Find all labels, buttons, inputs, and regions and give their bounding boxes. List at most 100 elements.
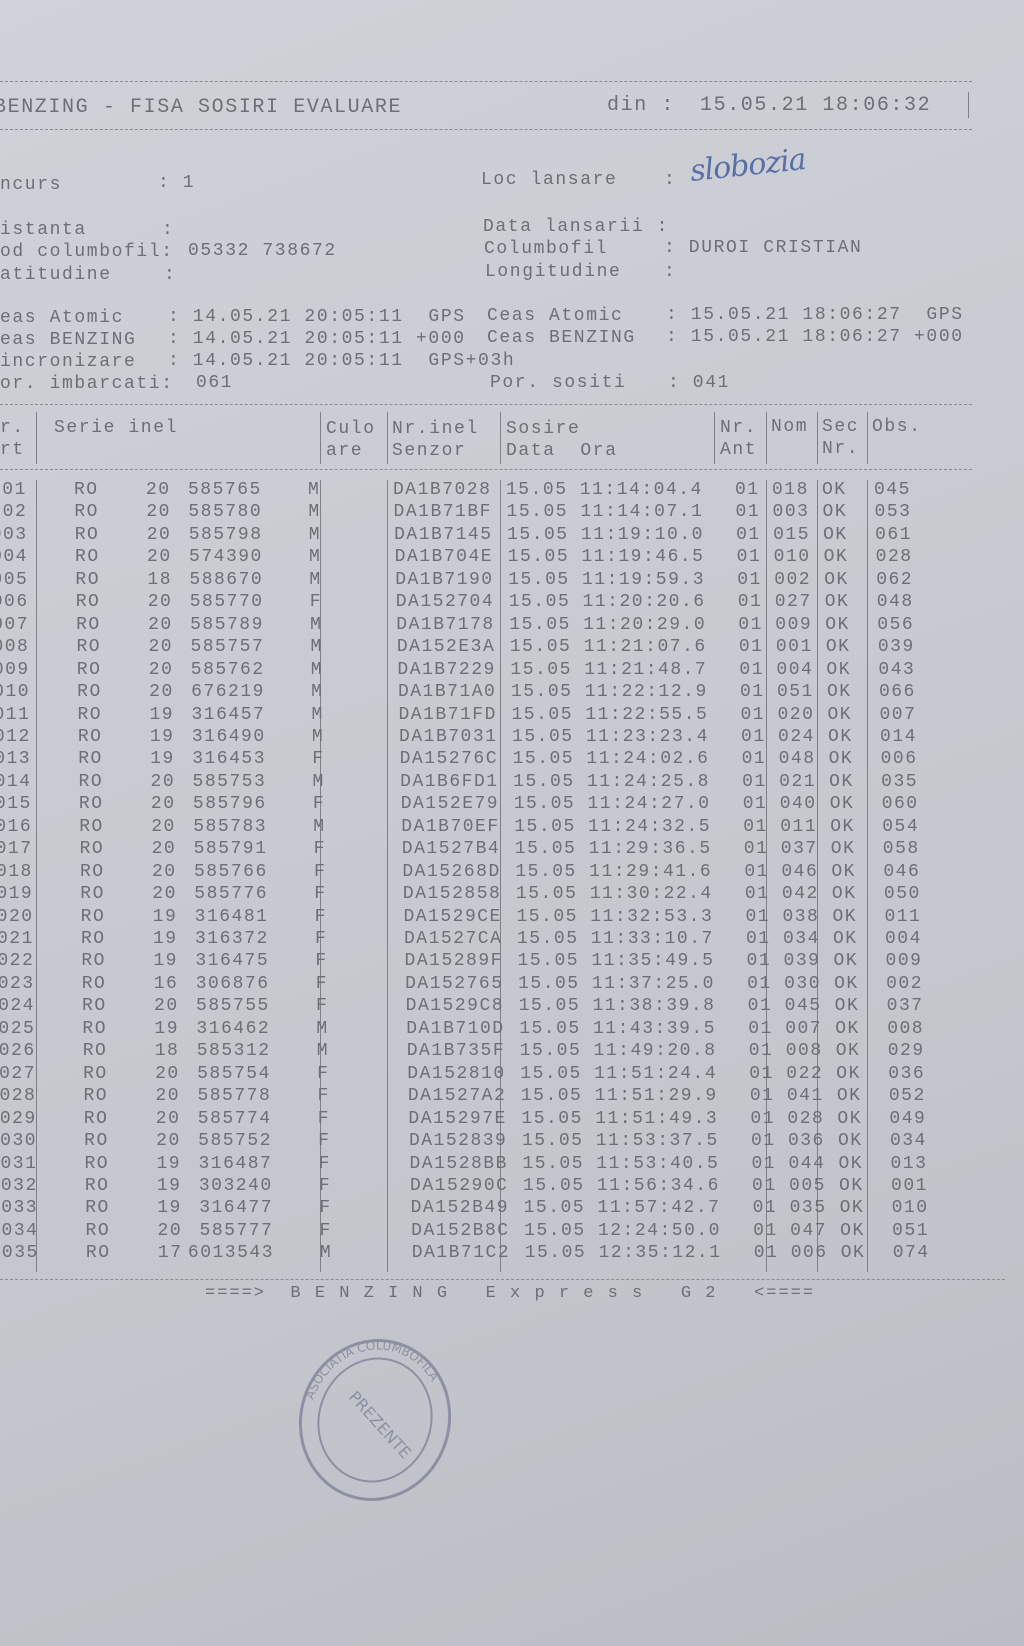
cell-sex: F bbox=[318, 1175, 332, 1196]
column-rule bbox=[36, 480, 37, 1272]
concurs-value: : 1 bbox=[158, 173, 196, 193]
cell-sex: F bbox=[315, 951, 328, 972]
cell-obs: 054 bbox=[882, 816, 920, 837]
cell-nr: 011 bbox=[0, 704, 31, 725]
cell-sensor: DA152B49 bbox=[410, 1198, 510, 1219]
cell-obs: 050 bbox=[883, 884, 921, 905]
cell-ring: 585780 bbox=[188, 502, 263, 523]
cell-sensor: DA1B7145 bbox=[394, 524, 493, 545]
cell-sex: M bbox=[308, 524, 321, 545]
cell-nr: 025 bbox=[0, 1018, 36, 1039]
cell-ring: 6013543 bbox=[187, 1243, 275, 1264]
cell-arrival: 15.05 11:19:59.3 bbox=[508, 569, 706, 590]
cell-antenna: 01 bbox=[748, 1018, 773, 1039]
cell-nr: 019 bbox=[0, 884, 34, 905]
cell-obs: 049 bbox=[889, 1108, 927, 1129]
cell-sensor: DA1529C8 bbox=[405, 996, 505, 1017]
col-nom-header: Nom bbox=[771, 417, 809, 437]
cell-sec: OK bbox=[824, 569, 849, 590]
cell-sensor: DA1527CA bbox=[404, 929, 503, 949]
cell-nom: 015 bbox=[773, 524, 810, 545]
cell-antenna: 01 bbox=[744, 861, 769, 882]
cell-antenna: 01 bbox=[742, 794, 768, 815]
cell-sec: OK bbox=[835, 1041, 861, 1062]
cell-sensor: DA1B7178 bbox=[396, 614, 495, 635]
cell-arrival: 15.05 11:29:36.5 bbox=[514, 839, 712, 860]
column-rule bbox=[867, 480, 868, 1272]
cell-sensor: DA152B8C bbox=[411, 1220, 510, 1241]
cell-ring: 316490 bbox=[191, 726, 266, 747]
cell-sensor: DA1528BB bbox=[409, 1153, 508, 1174]
cell-country: RO bbox=[78, 749, 103, 770]
cell-nom: 048 bbox=[778, 749, 816, 770]
sincronizare-value: : 14.05.21 20:05:11 GPS+03h bbox=[168, 351, 516, 371]
cell-antenna: 01 bbox=[736, 547, 762, 568]
distanta-label: istanta bbox=[0, 220, 87, 240]
cell-sec: OK bbox=[840, 1243, 866, 1264]
cell-arrival: 15.05 11:22:12.9 bbox=[510, 682, 708, 703]
cell-ring: 585755 bbox=[196, 996, 270, 1017]
cell-ring: 574390 bbox=[189, 547, 263, 568]
cell-country: RO bbox=[80, 884, 105, 905]
cell-year: 20 bbox=[155, 1086, 181, 1107]
cell-arrival: 15.05 12:35:12.1 bbox=[524, 1243, 722, 1264]
cell-country: RO bbox=[84, 1131, 109, 1152]
cell-country: RO bbox=[77, 726, 103, 747]
cell-sensor: DA15289F bbox=[404, 951, 503, 972]
latitudine-value: : bbox=[164, 265, 177, 285]
cell-obs: 035 bbox=[881, 771, 919, 792]
cell-nom: 006 bbox=[790, 1243, 828, 1264]
cell-ring: 585776 bbox=[194, 884, 269, 905]
cell-obs: 062 bbox=[876, 569, 914, 590]
cell-nr: 033 bbox=[1, 1198, 39, 1219]
ceas-benzing-label: eas BENZING bbox=[0, 330, 137, 350]
loc-lansare-sep: : bbox=[664, 170, 677, 190]
cell-country: RO bbox=[76, 614, 101, 635]
cell-ring: 585762 bbox=[190, 659, 265, 680]
cell-sensor: DA15297E bbox=[408, 1108, 507, 1129]
cell-arrival: 15.05 11:38:39.8 bbox=[518, 996, 716, 1017]
cell-year: 20 bbox=[146, 524, 172, 545]
cell-obs: 061 bbox=[875, 524, 912, 545]
cell-ring: 585765 bbox=[188, 480, 262, 500]
cell-year: 20 bbox=[157, 1220, 183, 1241]
cell-nom: 039 bbox=[783, 951, 821, 972]
col-sec-header: Sec bbox=[822, 417, 860, 437]
cell-sensor: DA1B7028 bbox=[393, 480, 492, 500]
cell-sensor: DA152765 bbox=[405, 973, 504, 994]
divider bbox=[0, 129, 972, 130]
cell-country: RO bbox=[74, 480, 99, 500]
cell-country: RO bbox=[82, 1041, 108, 1062]
din-label: din : bbox=[607, 94, 676, 117]
cell-ring: 316477 bbox=[199, 1198, 273, 1219]
cell-obs: 001 bbox=[891, 1175, 928, 1196]
cell-year: 19 bbox=[149, 726, 175, 747]
cell-nr: 030 bbox=[0, 1131, 38, 1152]
cell-sec: OK bbox=[836, 1063, 861, 1084]
cell-obs: 056 bbox=[877, 614, 915, 635]
cell-year: 19 bbox=[157, 1198, 182, 1219]
cell-antenna: 01 bbox=[744, 884, 770, 905]
cell-nom: 004 bbox=[776, 659, 814, 680]
cell-year: 19 bbox=[154, 1018, 179, 1039]
cell-sensor: DA1B71FD bbox=[398, 704, 497, 725]
cell-sex: M bbox=[316, 1018, 329, 1039]
cell-obs: 034 bbox=[889, 1131, 927, 1152]
cell-sec: OK bbox=[839, 1198, 865, 1219]
cell-sec: OK bbox=[840, 1220, 865, 1241]
cell-year: 19 bbox=[156, 1175, 182, 1196]
longitudine-value: : bbox=[664, 262, 677, 282]
longitudine-label: Longitudine bbox=[485, 262, 622, 282]
cell-sec: OK bbox=[823, 524, 848, 545]
cell-year: 20 bbox=[150, 794, 176, 815]
cell-sex: M bbox=[308, 502, 321, 523]
cell-sex: F bbox=[314, 884, 327, 905]
cell-year: 20 bbox=[146, 502, 171, 523]
cell-country: RO bbox=[83, 1086, 109, 1107]
cell-arrival: 15.05 11:19:46.5 bbox=[507, 547, 705, 568]
cell-arrival: 15.05 11:24:27.0 bbox=[513, 794, 711, 815]
ceas-atomic-value: : 14.05.21 20:05:11 GPS bbox=[168, 307, 466, 327]
cell-nr: 013 bbox=[0, 749, 32, 770]
cell-obs: 074 bbox=[892, 1243, 930, 1264]
cell-country: RO bbox=[79, 861, 105, 882]
